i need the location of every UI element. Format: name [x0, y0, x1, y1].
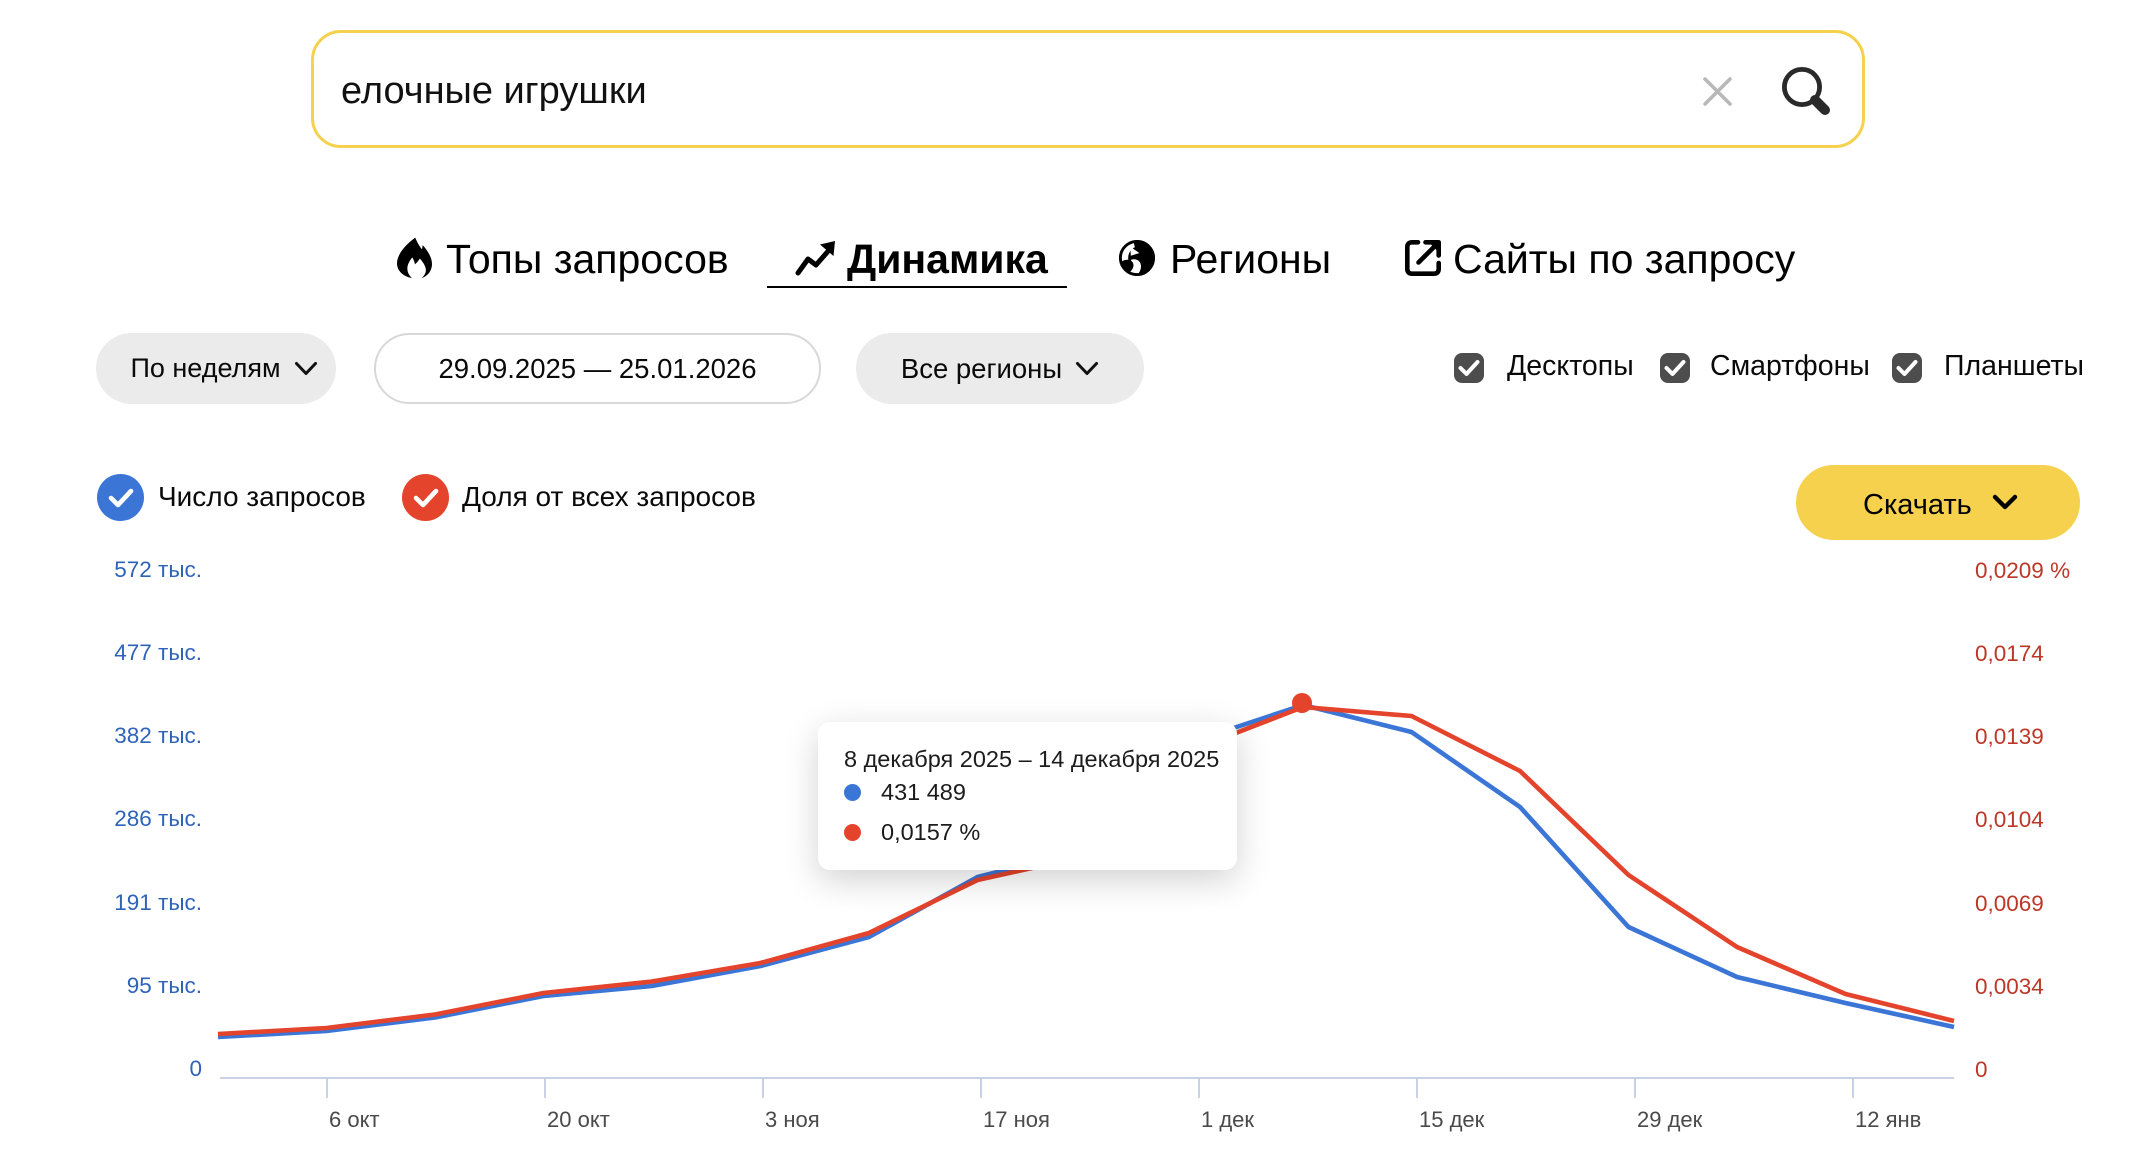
svg-text:95 тыс.: 95 тыс.	[127, 973, 202, 998]
svg-text:0: 0	[1975, 1057, 1988, 1082]
svg-text:191 тыс.: 191 тыс.	[114, 890, 202, 915]
svg-text:3 ноя: 3 ноя	[765, 1107, 820, 1132]
svg-text:6 окт: 6 окт	[329, 1107, 380, 1132]
svg-text:29 дек: 29 дек	[1637, 1107, 1703, 1132]
svg-text:0,0209 %: 0,0209 %	[1975, 558, 2070, 583]
svg-text:0,0174: 0,0174	[1975, 641, 2044, 666]
svg-text:0,0139: 0,0139	[1975, 724, 2044, 749]
svg-text:0: 0	[189, 1056, 202, 1081]
svg-text:0,0069: 0,0069	[1975, 891, 2044, 916]
svg-text:17 ноя: 17 ноя	[983, 1107, 1050, 1132]
svg-text:20 окт: 20 окт	[547, 1107, 610, 1132]
svg-text:12 янв: 12 янв	[1855, 1107, 1921, 1132]
svg-text:0,0034: 0,0034	[1975, 974, 2044, 999]
svg-text:0,0104: 0,0104	[1975, 807, 2044, 832]
svg-text:477 тыс.: 477 тыс.	[114, 640, 202, 665]
svg-text:286 тыс.: 286 тыс.	[114, 806, 202, 831]
svg-text:15 дек: 15 дек	[1419, 1107, 1485, 1132]
svg-text:1 дек: 1 дек	[1201, 1107, 1254, 1132]
svg-text:382 тыс.: 382 тыс.	[114, 723, 202, 748]
svg-text:572 тыс.: 572 тыс.	[114, 557, 202, 582]
